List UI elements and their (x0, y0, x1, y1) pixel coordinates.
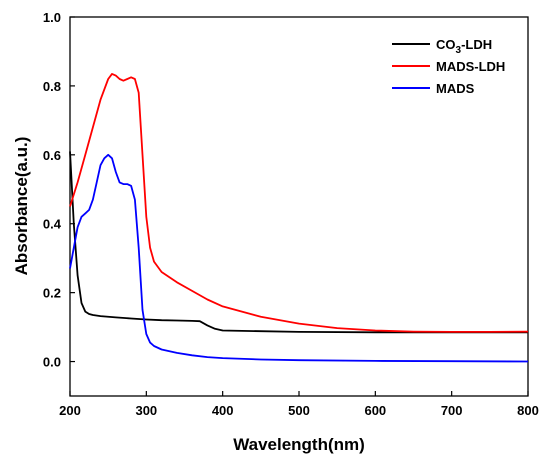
series-line-mads (69, 153, 529, 363)
x-axis-title: Wavelength(nm) (233, 435, 365, 454)
legend-label: CO3-LDH (436, 37, 492, 56)
series-layer (69, 73, 529, 363)
series-line-co3-ldh (69, 151, 528, 334)
y-tick-label: 0.6 (43, 148, 61, 163)
y-tick-label: 0.2 (43, 286, 61, 301)
x-tick-label: 700 (441, 403, 463, 418)
legend-label-tail: -LDH (461, 37, 492, 52)
legend: CO3-LDH MADS-LDH MADS (392, 37, 505, 96)
legend-label-main: CO (436, 37, 456, 52)
x-tick-label: 200 (59, 403, 81, 418)
series-line-mads-ldh (69, 73, 529, 333)
x-tick-label: 600 (364, 403, 386, 418)
x-tick-label: 300 (135, 403, 157, 418)
legend-label-subscript: 3 (456, 45, 462, 56)
y-tick-label: 0.8 (43, 79, 61, 94)
legend-label: MADS-LDH (436, 59, 505, 74)
y-axis-title: Absorbance(a.u.) (12, 137, 31, 276)
x-tick-label: 500 (288, 403, 310, 418)
ticks-layer: 200 300 400 500 600 700 800 0.0 0.2 0.4 0.6 0.8 1.0 (43, 10, 539, 418)
legend-label: MADS (436, 81, 475, 96)
x-tick-label: 800 (517, 403, 539, 418)
y-tick-label: 0.0 (43, 355, 61, 370)
x-tick-label: 400 (212, 403, 234, 418)
y-tick-label: 1.0 (43, 10, 61, 25)
y-tick-label: 0.4 (43, 217, 62, 232)
